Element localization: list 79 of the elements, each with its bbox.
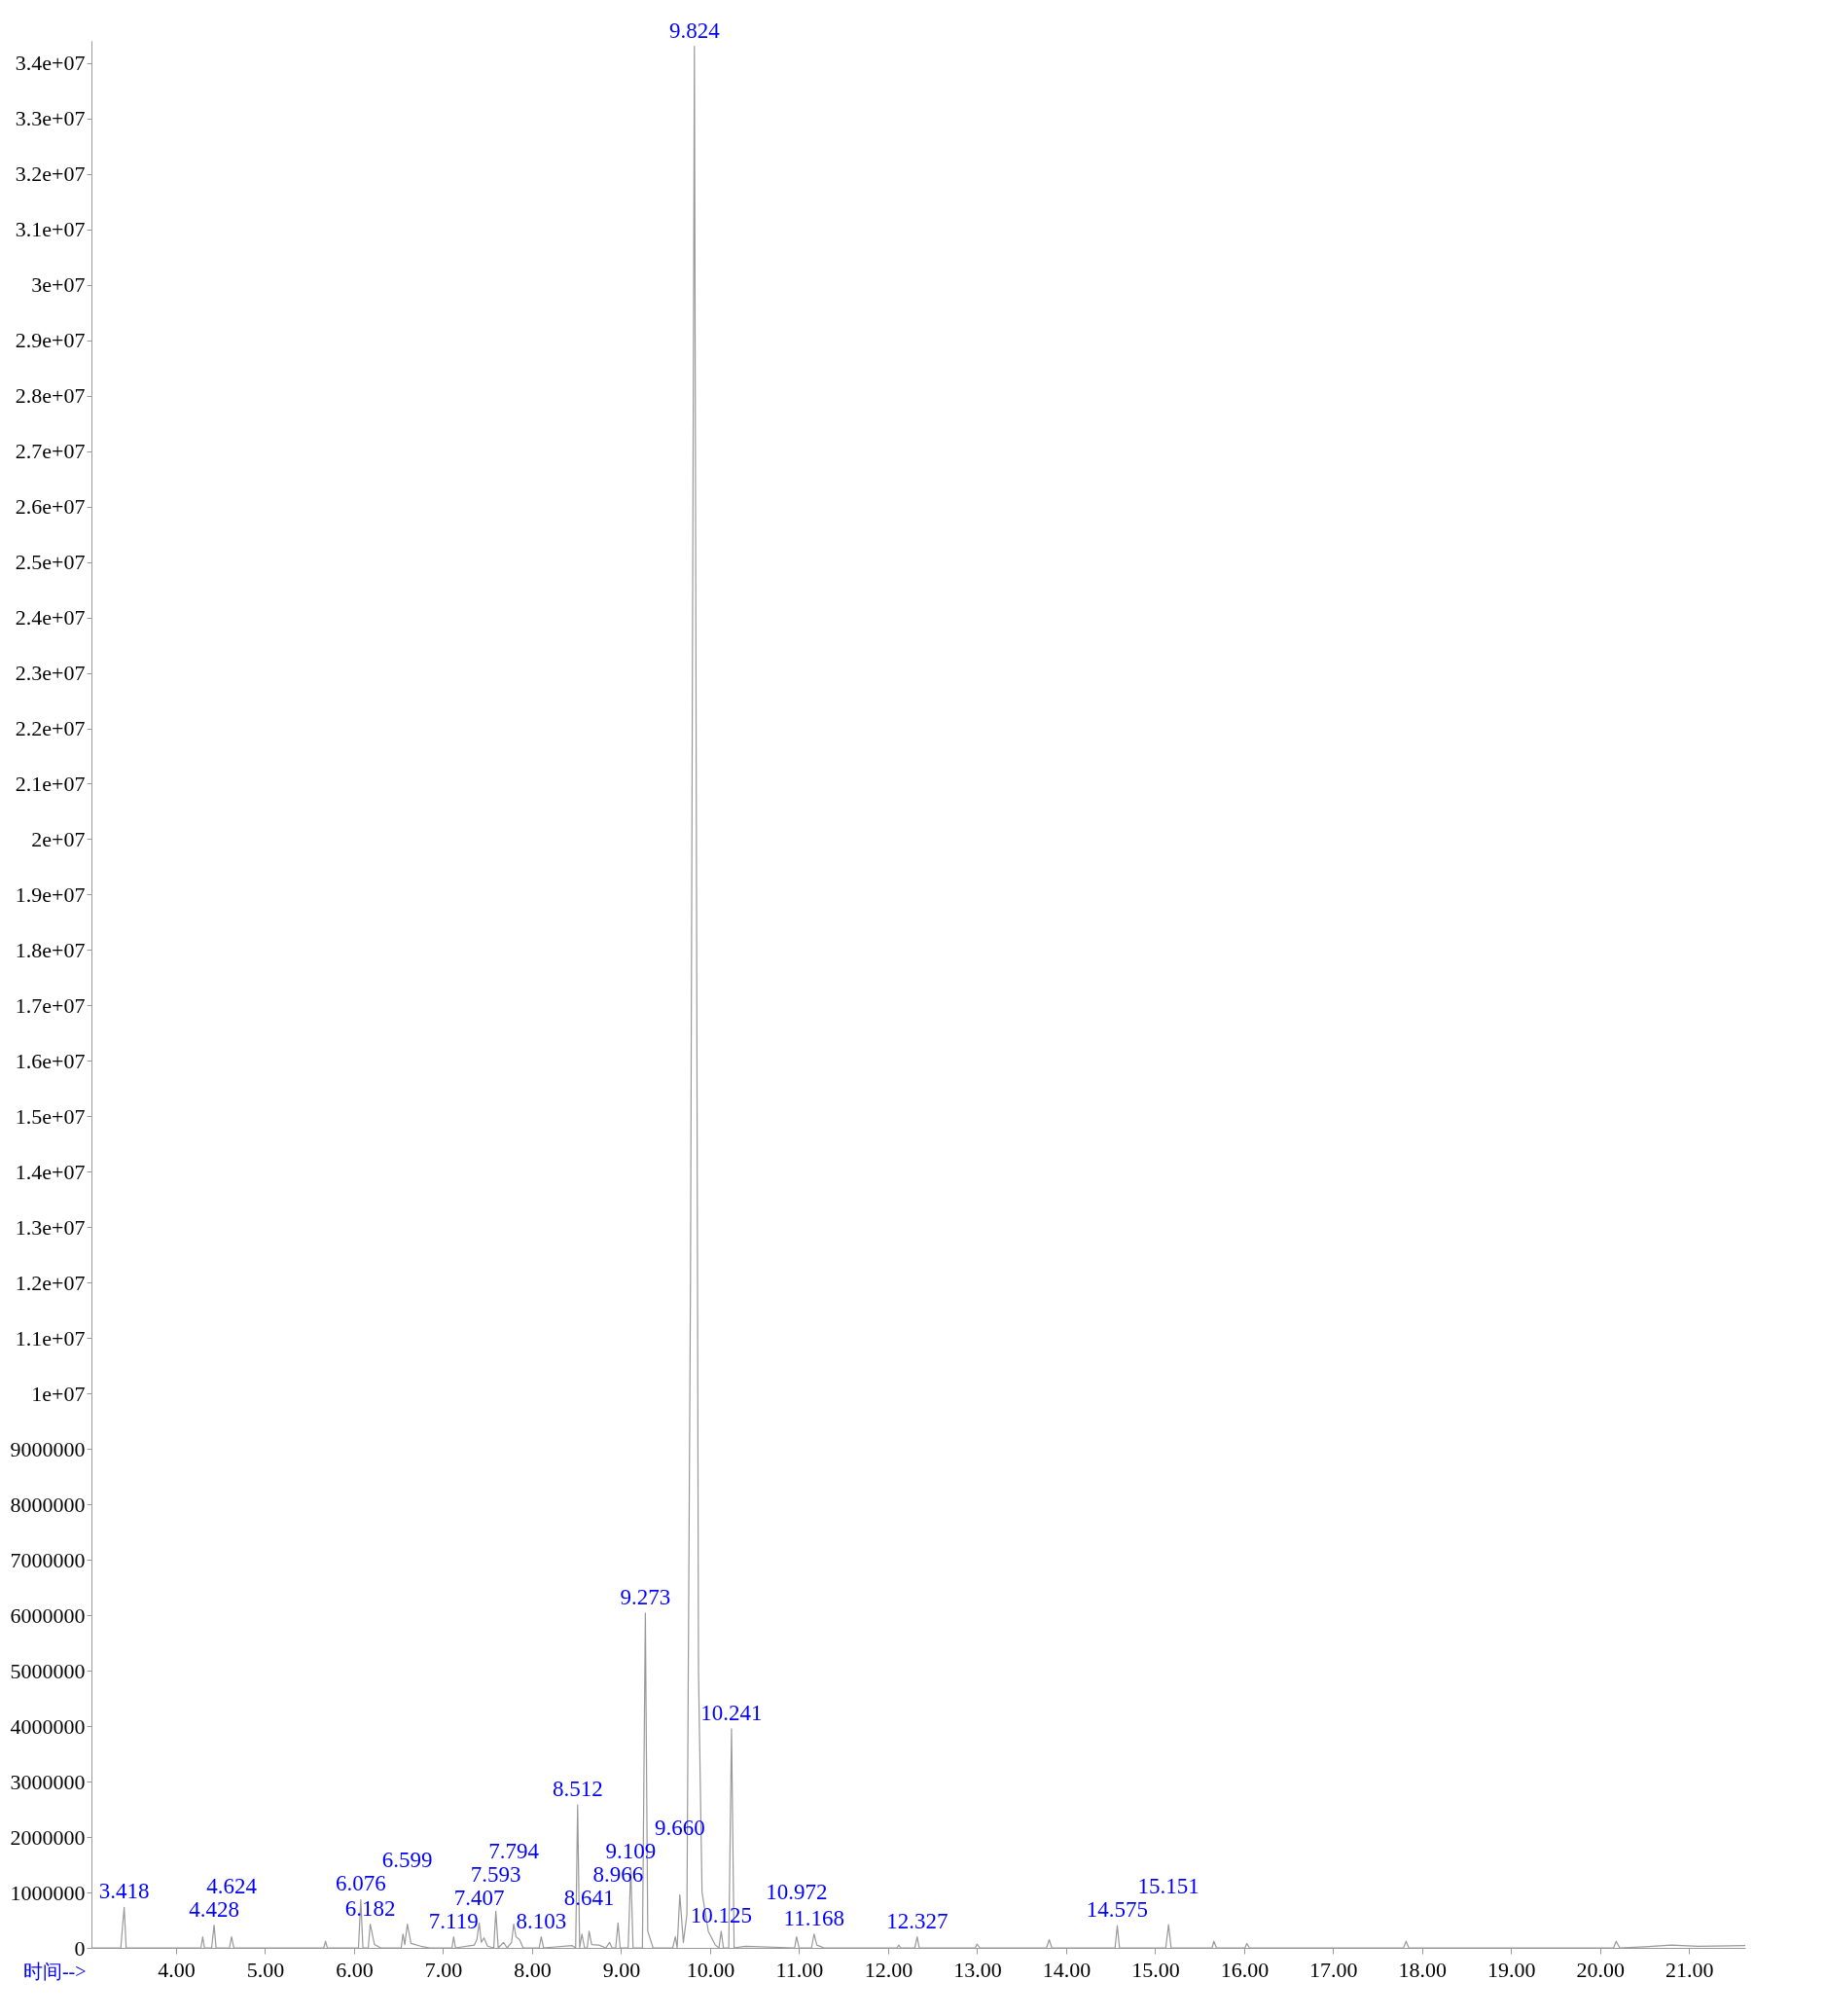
- annotation: 3.418: [98, 1879, 150, 1904]
- annotation: 15.151: [1137, 1874, 1199, 1899]
- annotation: 7.794: [488, 1838, 540, 1863]
- annotation: 10.972: [766, 1879, 828, 1904]
- x-tick-label: 7.00: [424, 1957, 463, 1982]
- y-tick-label: 7000000: [10, 1547, 86, 1572]
- y-tick-label: 2.1e+07: [15, 771, 86, 796]
- y-tick-label: 1.5e+07: [15, 1103, 86, 1129]
- annotation: 14.575: [1086, 1897, 1149, 1923]
- annotation: 8.641: [563, 1885, 615, 1910]
- annotation: 8.512: [552, 1777, 603, 1801]
- annotation: 6.182: [344, 1895, 396, 1921]
- y-tick-label: 3.1e+07: [15, 217, 86, 242]
- annotation: 9.273: [620, 1584, 671, 1609]
- annotation: 9.109: [605, 1838, 657, 1863]
- annotation: 8.966: [592, 1861, 644, 1887]
- x-tick-label: 15.00: [1131, 1957, 1180, 1982]
- annotation: 7.119: [428, 1908, 479, 1933]
- annotation: 12.327: [886, 1908, 949, 1933]
- annotation: 4.428: [189, 1896, 239, 1922]
- x-tick-label: 19.00: [1487, 1957, 1536, 1982]
- annotation: 6.076: [335, 1871, 386, 1896]
- annotation: 7.407: [453, 1885, 505, 1910]
- y-tick-label: 8000000: [10, 1492, 86, 1517]
- y-tick-label: 2e+07: [31, 826, 86, 851]
- y-tick-label: 3.3e+07: [15, 106, 86, 131]
- x-axis-title: 时间-->: [22, 1960, 87, 1982]
- y-tick-label: 1.9e+07: [15, 882, 86, 907]
- annotation: 11.168: [783, 1905, 844, 1930]
- y-tick-label: 2.7e+07: [15, 439, 86, 464]
- y-tick-label: 2.9e+07: [15, 328, 86, 353]
- annotation: 9.660: [654, 1815, 705, 1840]
- annotation: 8.103: [516, 1908, 567, 1933]
- x-tick-label: 8.00: [514, 1957, 552, 1982]
- y-tick-label: 1.4e+07: [15, 1159, 86, 1184]
- y-tick-label: 2.3e+07: [15, 661, 86, 686]
- annotation: 6.599: [381, 1848, 433, 1873]
- y-tick-label: 1.6e+07: [15, 1048, 86, 1073]
- y-tick-label: 3000000: [10, 1769, 86, 1794]
- x-tick-label: 9.00: [602, 1957, 641, 1982]
- x-tick-label: 21.00: [1665, 1957, 1714, 1982]
- x-tick-label: 11.00: [775, 1957, 824, 1982]
- x-tick-label: 16.00: [1220, 1957, 1270, 1982]
- y-tick-label: 1.8e+07: [15, 937, 86, 962]
- x-tick-label: 10.00: [686, 1957, 735, 1982]
- annotation: 10.241: [700, 1700, 763, 1725]
- y-tick-label: 2.6e+07: [15, 494, 86, 520]
- x-tick-label: 18.00: [1398, 1957, 1448, 1982]
- y-tick-label: 1e+07: [31, 1381, 86, 1406]
- x-tick-label: 12.00: [864, 1957, 913, 1982]
- x-tick-label: 17.00: [1309, 1957, 1358, 1982]
- y-tick-label: 1.2e+07: [15, 1270, 86, 1295]
- x-tick-label: 4.00: [158, 1957, 196, 1982]
- annotation: 4.624: [206, 1873, 258, 1898]
- y-tick-label: 5000000: [10, 1658, 86, 1683]
- annotation: 7.593: [470, 1861, 521, 1887]
- y-tick-label: 3.2e+07: [15, 162, 86, 187]
- annotation: 9.824: [668, 18, 721, 43]
- x-tick-label: 20.00: [1576, 1957, 1626, 1982]
- y-tick-label: 3e+07: [31, 272, 86, 298]
- y-tick-label: 2.2e+07: [15, 716, 86, 741]
- annotation: 10.125: [690, 1902, 752, 1927]
- y-tick-label: 1.3e+07: [15, 1214, 86, 1240]
- y-tick-label: 9000000: [10, 1436, 86, 1461]
- y-tick-label: 1000000: [10, 1880, 86, 1905]
- y-tick-label: 4000000: [10, 1713, 86, 1739]
- x-tick-label: 5.00: [246, 1957, 285, 1982]
- x-tick-label: 13.00: [953, 1957, 1002, 1982]
- y-tick-label: 0: [74, 1935, 86, 1961]
- y-tick-label: 2.4e+07: [15, 605, 86, 630]
- x-tick-label: 14.00: [1042, 1957, 1092, 1982]
- y-tick-label: 6000000: [10, 1602, 86, 1628]
- y-tick-label: 2000000: [10, 1824, 86, 1850]
- y-tick-label: 3.4e+07: [15, 51, 86, 76]
- x-tick-label: 6.00: [336, 1957, 374, 1982]
- y-tick-label: 1.1e+07: [15, 1325, 86, 1350]
- y-tick-label: 2.8e+07: [15, 383, 86, 409]
- y-tick-label: 1.7e+07: [15, 992, 86, 1018]
- y-tick-label: 2.5e+07: [15, 550, 86, 575]
